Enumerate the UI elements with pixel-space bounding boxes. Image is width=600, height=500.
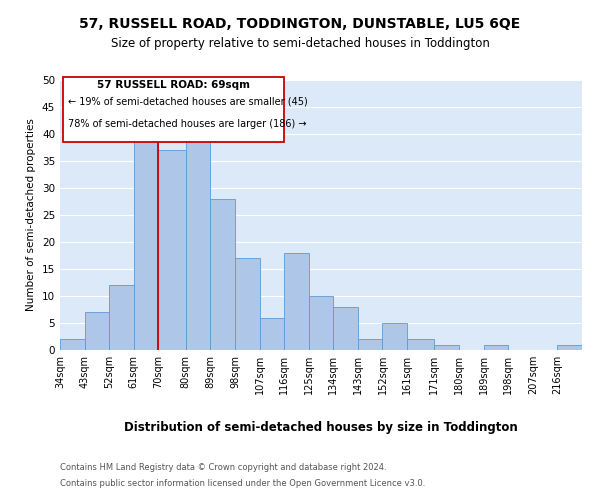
Bar — [186, 123, 211, 350]
Text: Contains public sector information licensed under the Open Government Licence v3: Contains public sector information licen… — [60, 478, 425, 488]
Text: Distribution of semi-detached houses by size in Toddington: Distribution of semi-detached houses by … — [124, 421, 518, 434]
Bar — [333, 307, 358, 350]
Bar — [557, 344, 582, 350]
Bar — [382, 323, 407, 350]
Bar — [60, 339, 85, 350]
Bar — [260, 318, 284, 350]
Bar — [407, 339, 434, 350]
Bar — [284, 253, 309, 350]
Bar — [434, 344, 459, 350]
Text: ← 19% of semi-detached houses are smaller (45): ← 19% of semi-detached houses are smalle… — [68, 97, 308, 107]
Text: 57, RUSSELL ROAD, TODDINGTON, DUNSTABLE, LU5 6QE: 57, RUSSELL ROAD, TODDINGTON, DUNSTABLE,… — [79, 18, 521, 32]
Y-axis label: Number of semi-detached properties: Number of semi-detached properties — [26, 118, 37, 312]
Bar — [358, 339, 382, 350]
Text: 78% of semi-detached houses are larger (186) →: 78% of semi-detached houses are larger (… — [68, 119, 307, 129]
Bar — [484, 344, 508, 350]
Bar — [235, 258, 260, 350]
Bar — [134, 140, 158, 350]
Bar — [211, 199, 235, 350]
Text: Size of property relative to semi-detached houses in Toddington: Size of property relative to semi-detach… — [110, 38, 490, 51]
Text: 57 RUSSELL ROAD: 69sqm: 57 RUSSELL ROAD: 69sqm — [97, 80, 250, 90]
Bar — [309, 296, 333, 350]
Bar — [85, 312, 109, 350]
Bar — [109, 285, 134, 350]
Bar — [158, 150, 186, 350]
FancyBboxPatch shape — [63, 78, 284, 142]
Text: Contains HM Land Registry data © Crown copyright and database right 2024.: Contains HM Land Registry data © Crown c… — [60, 464, 386, 472]
